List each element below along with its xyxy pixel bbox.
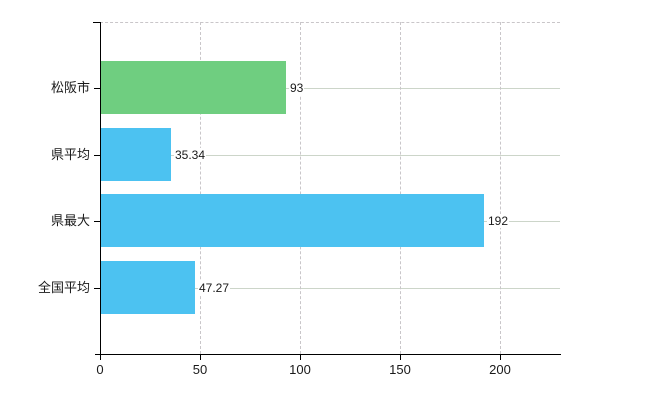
bar: [100, 128, 171, 181]
x-tick: [100, 354, 101, 360]
category-label: 松阪市: [50, 80, 90, 95]
v-gridline: [200, 22, 201, 354]
category-label: 全国平均: [37, 280, 90, 295]
category-label: 県最大: [50, 213, 90, 228]
category-tick: [94, 221, 100, 222]
category-tick: [94, 88, 100, 89]
x-tick: [500, 354, 501, 360]
plot-area: 93 35.34 192 47.27: [100, 22, 560, 354]
x-tick: [200, 354, 201, 360]
bar-value-label: 93: [289, 81, 305, 95]
bar: [100, 261, 195, 314]
x-tick-label: 200: [489, 362, 511, 377]
plot-top-border: [100, 22, 560, 23]
h-gridline: [100, 288, 560, 289]
bar: [100, 194, 484, 247]
bar: [100, 61, 286, 114]
v-gridline: [400, 22, 401, 354]
bar-value-label: 47.27: [198, 281, 231, 295]
x-tick-label: 100: [289, 362, 311, 377]
x-tick: [300, 354, 301, 360]
bar-value-label: 35.34: [174, 148, 207, 162]
category-label: 県平均: [50, 147, 90, 162]
y-axis-top-tick: [93, 22, 100, 23]
category-tick: [94, 155, 100, 156]
x-axis-line: [95, 354, 561, 355]
bar-value-label: 192: [487, 214, 510, 228]
h-gridline: [100, 155, 560, 156]
x-tick: [400, 354, 401, 360]
x-tick-label: 0: [96, 362, 104, 377]
x-tick-label: 150: [389, 362, 411, 377]
x-tick-label: 50: [192, 362, 208, 377]
v-gridline: [500, 22, 501, 354]
category-tick: [94, 288, 100, 289]
y-axis-line: [100, 22, 101, 354]
v-gridline: [300, 22, 301, 354]
h-gridline: [100, 88, 560, 89]
